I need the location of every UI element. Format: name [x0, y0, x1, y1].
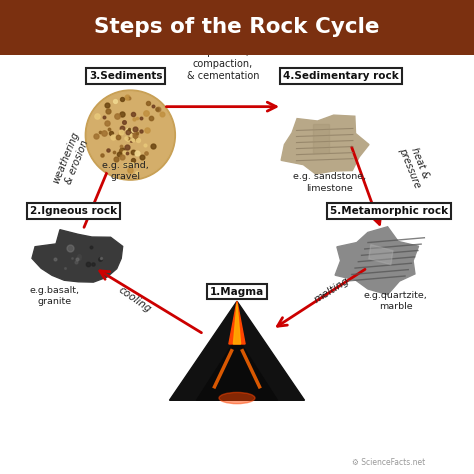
Polygon shape	[233, 303, 241, 344]
Text: e.g. sandstone,
limestone: e.g. sandstone, limestone	[293, 173, 366, 192]
Text: 4.Sedimentary rock: 4.Sedimentary rock	[283, 71, 399, 81]
Text: 3.Sediments: 3.Sediments	[89, 71, 163, 81]
Text: Steps of the Rock Cycle: Steps of the Rock Cycle	[94, 18, 380, 37]
Polygon shape	[369, 245, 393, 264]
Text: e.g. sand,
gravel: e.g. sand, gravel	[102, 161, 149, 181]
Polygon shape	[169, 301, 304, 400]
Text: cooling: cooling	[117, 285, 153, 315]
Text: 1.Magma: 1.Magma	[210, 286, 264, 297]
Polygon shape	[229, 301, 245, 344]
Text: heat &
pressure: heat & pressure	[397, 142, 433, 189]
Circle shape	[87, 92, 173, 178]
Text: 5.Metamorphic rock: 5.Metamorphic rock	[329, 206, 448, 216]
Polygon shape	[196, 337, 277, 400]
Text: e.g.quartzite,
marble: e.g.quartzite, marble	[364, 291, 428, 311]
Ellipse shape	[219, 392, 255, 404]
Text: 2.Igneous rock: 2.Igneous rock	[30, 206, 117, 216]
Bar	[0, 0, 474, 55]
Polygon shape	[313, 125, 328, 153]
Text: ⚙ ScienceFacts.net: ⚙ ScienceFacts.net	[352, 458, 425, 466]
Text: weathering
& erosion: weathering & erosion	[51, 130, 91, 189]
Polygon shape	[281, 115, 369, 174]
Text: melting: melting	[312, 276, 351, 305]
Polygon shape	[32, 230, 123, 282]
Polygon shape	[335, 227, 419, 295]
Text: e.g.basalt,
granite: e.g.basalt, granite	[29, 286, 80, 306]
Circle shape	[85, 90, 175, 180]
Text: deposition,
compaction,
& cementation: deposition, compaction, & cementation	[187, 47, 259, 81]
